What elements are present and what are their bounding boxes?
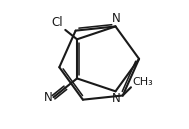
Text: N: N <box>44 91 52 104</box>
Text: CH₃: CH₃ <box>132 77 153 87</box>
Text: N: N <box>112 12 121 25</box>
Text: Cl: Cl <box>51 16 63 29</box>
Text: N: N <box>112 92 121 106</box>
